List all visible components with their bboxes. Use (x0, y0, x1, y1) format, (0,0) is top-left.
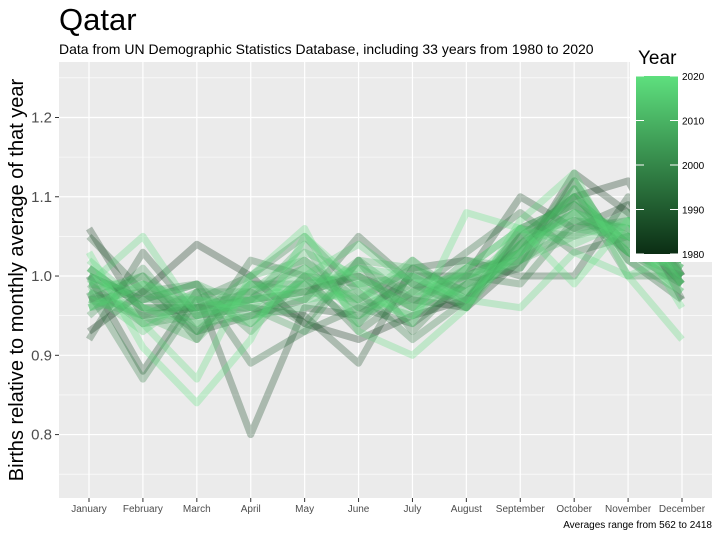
series-line-1991 (87, 177, 685, 367)
y-axis-label: Births relative to monthly average of th… (6, 78, 28, 481)
series-line-2018 (86, 232, 684, 320)
x-tick-label: October (556, 504, 592, 515)
series-line-2015 (86, 185, 683, 335)
y-tick-label: 0.9 (31, 347, 52, 364)
x-tick-label: September (496, 504, 546, 515)
x-tick-label: August (451, 504, 482, 515)
y-tick-label: 1.2 (31, 109, 52, 126)
series-line-1993 (87, 209, 684, 343)
legend-tick-label: 1990 (682, 206, 705, 217)
x-axis: January February March April May June July Augu… (71, 498, 706, 515)
series-line-2004 (86, 201, 684, 335)
x-tick-label: April (241, 504, 261, 515)
series-line-2013 (88, 193, 685, 335)
series-line-2007 (87, 217, 684, 328)
series-line-1997 (86, 193, 683, 383)
y-tick-label: 0.8 (31, 427, 52, 444)
x-tick-label: July (404, 504, 422, 515)
legend-tick-label: 2010 (682, 117, 705, 128)
series-line-1999 (86, 185, 682, 328)
series-line-2017 (87, 209, 684, 320)
x-tick-label: February (123, 504, 163, 515)
y-axis: 0.8 0.9 1.0 1.1 1.2 (31, 109, 59, 444)
x-tick-label: December (659, 504, 706, 515)
series-line-1995 (86, 217, 685, 335)
chart-subtitle: Data from UN Demographic Statistics Data… (59, 41, 594, 57)
series-line-2002 (86, 209, 684, 335)
x-tick-label: May (295, 504, 314, 515)
series-line-2019 (86, 169, 685, 383)
x-tick-label: January (71, 504, 107, 515)
series-layer (85, 169, 686, 439)
series-line-2011 (88, 201, 684, 320)
legend-title: Year (638, 48, 677, 69)
plot-panel (59, 62, 712, 498)
chart-caption: Averages range from 562 to 2418 (563, 520, 712, 531)
legend-tick-label: 2000 (682, 161, 705, 172)
series-line-2010 (88, 217, 685, 312)
color-legend: Year 1980 1990 2000 2010 2020 (630, 40, 720, 262)
legend-tick-label: 2020 (682, 72, 705, 83)
series-line-2009 (88, 209, 685, 328)
series-line-2001 (88, 217, 685, 335)
series-line-2005 (87, 209, 685, 320)
series-line-1985 (85, 193, 685, 439)
x-tick-label: June (348, 504, 370, 515)
series-line-2020 (85, 209, 685, 407)
series-line-1980 (86, 177, 686, 343)
legend-tick-label: 1980 (682, 250, 705, 261)
y-tick-label: 1.1 (31, 189, 52, 206)
series-line-1982 (86, 169, 685, 320)
series-line-1989 (86, 201, 684, 335)
series-line-1987 (86, 193, 686, 367)
series-line-2008 (88, 177, 684, 343)
chart-title: Qatar (59, 2, 137, 37)
series-line-2006 (87, 193, 684, 328)
series-line-2012 (86, 225, 684, 328)
series-line-2016 (86, 217, 685, 328)
series-line-2014 (89, 217, 685, 312)
grid-lines (59, 62, 712, 498)
x-tick-label: March (183, 504, 211, 515)
y-tick-label: 1.0 (31, 268, 52, 285)
x-tick-label: November (605, 504, 652, 515)
